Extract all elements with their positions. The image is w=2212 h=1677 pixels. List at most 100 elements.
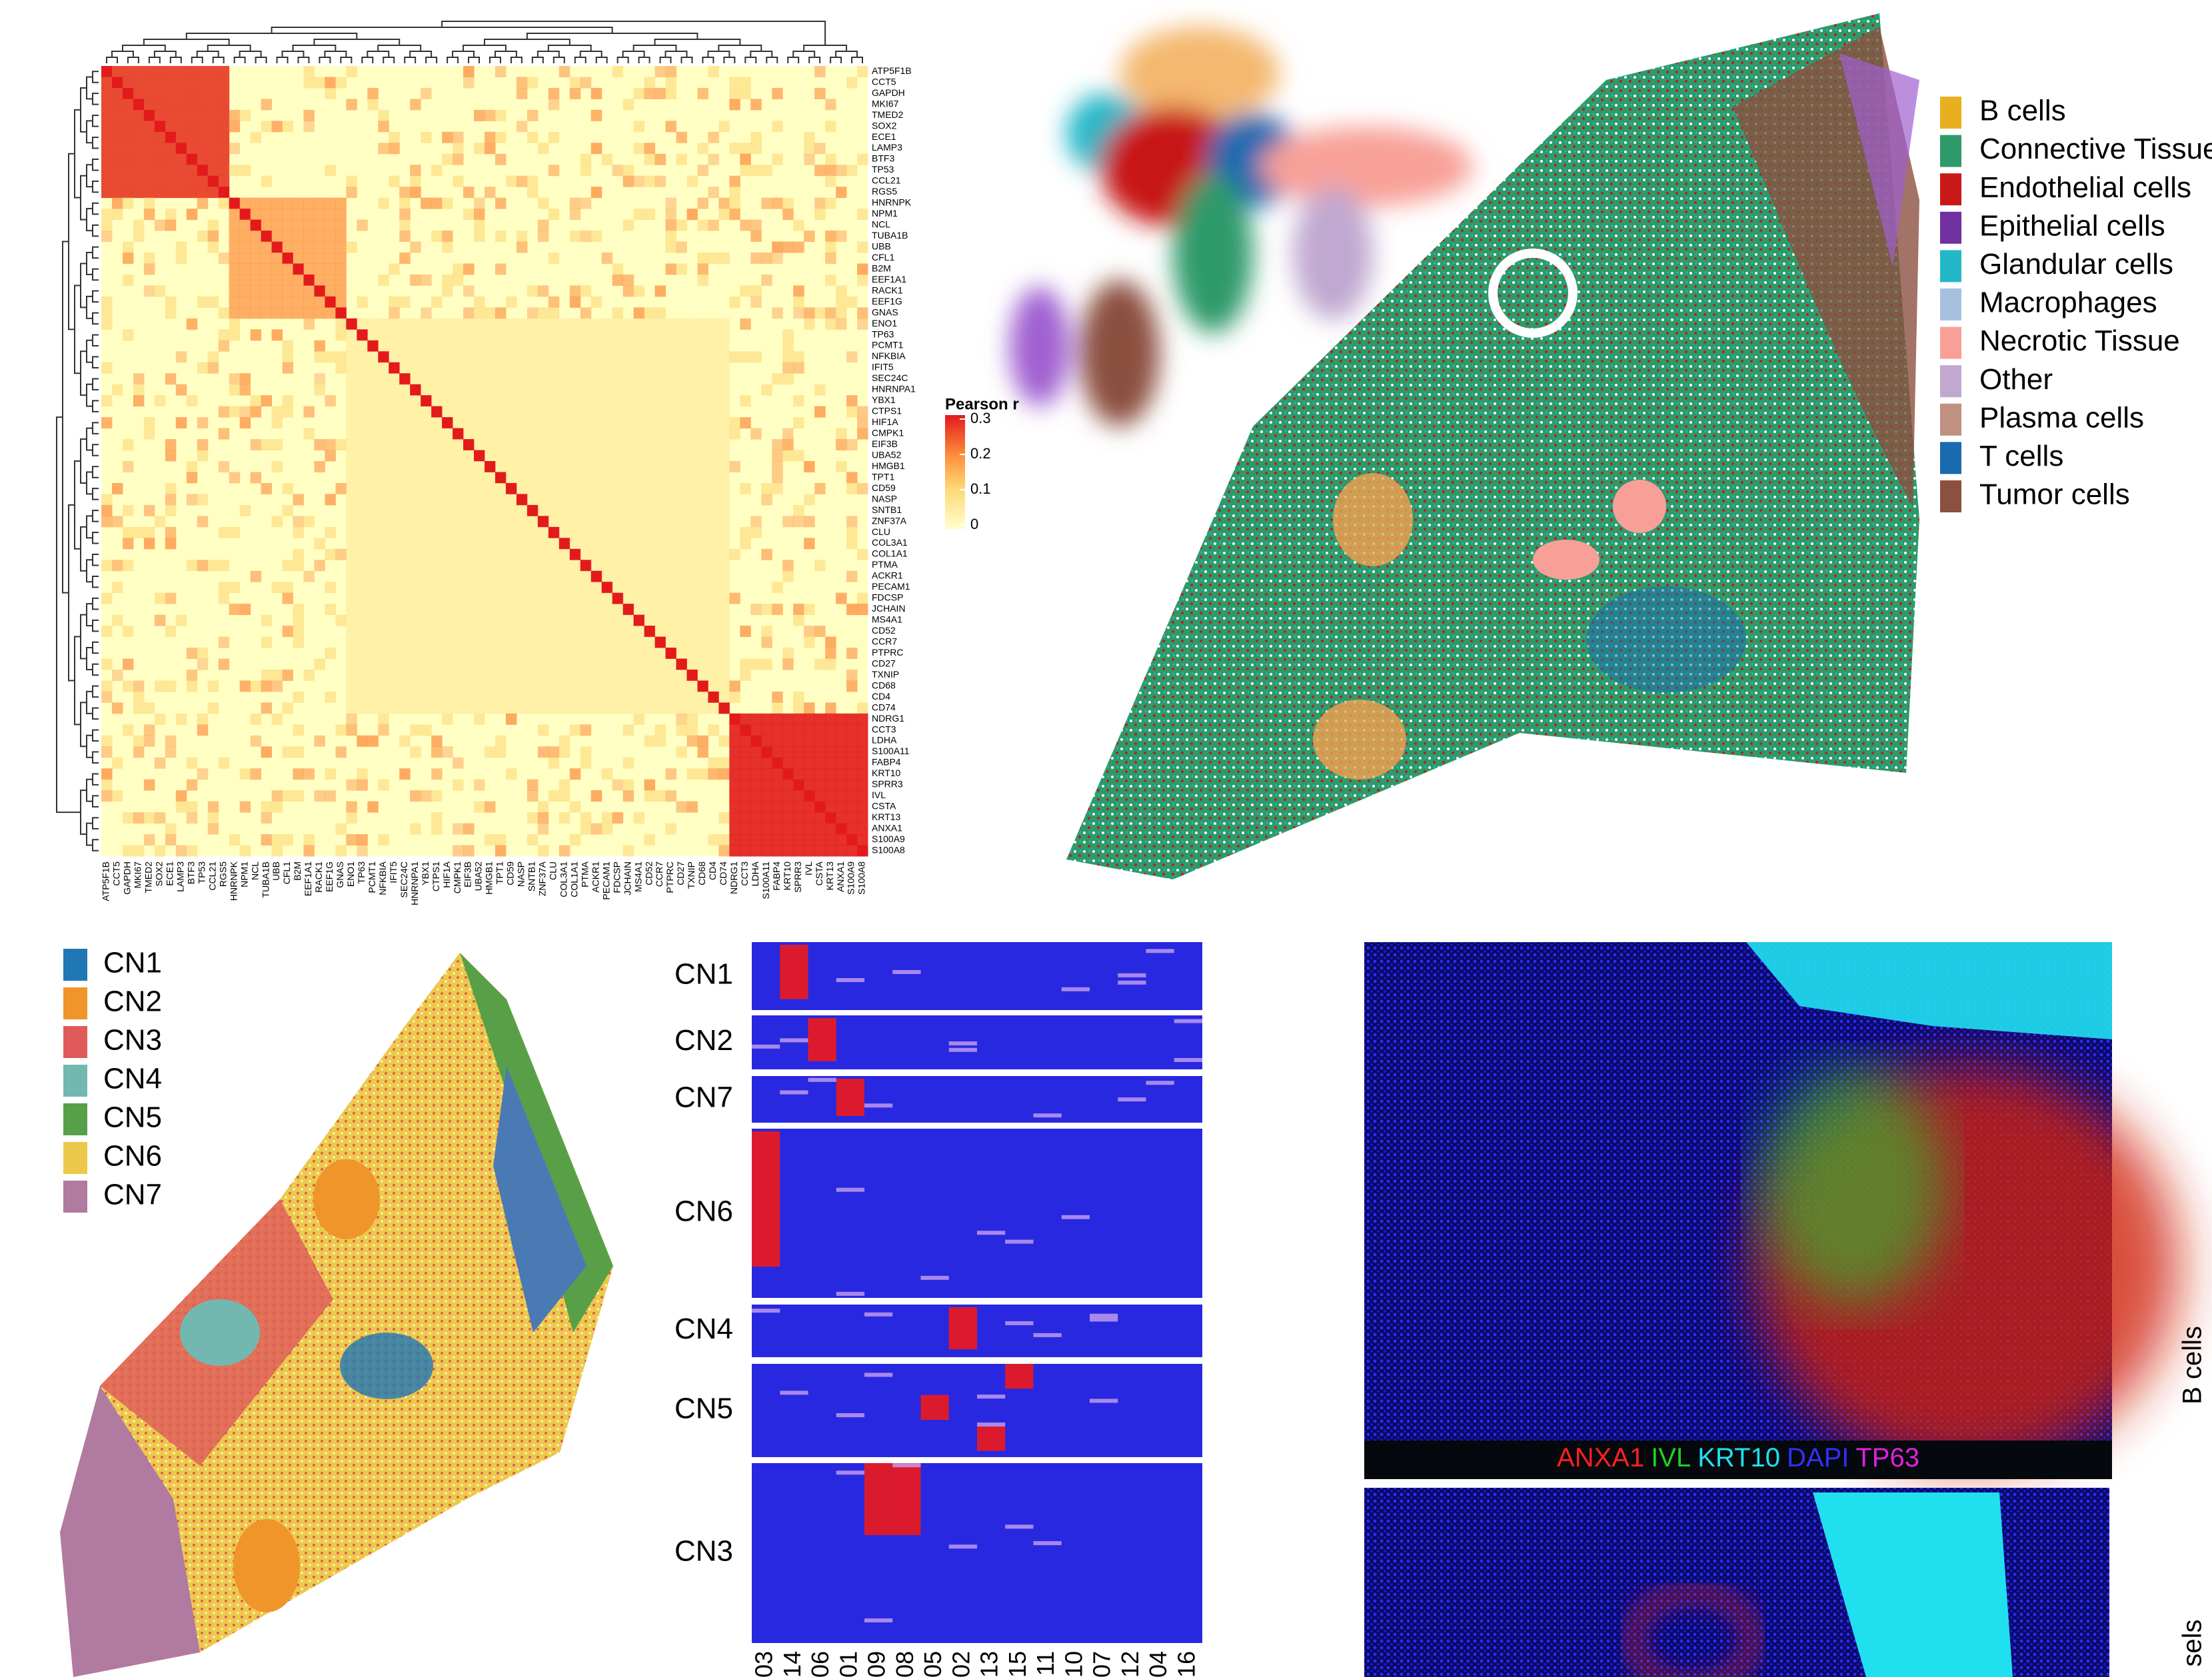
cn-hot [949, 1307, 977, 1349]
heatmap-cell [133, 373, 144, 384]
heatmap-cell [517, 231, 527, 242]
heatmap-cell [112, 121, 123, 132]
heatmap-cell [261, 812, 272, 824]
heatmap-cell [761, 275, 772, 286]
heatmap-cell [314, 77, 325, 88]
heatmap-cell [559, 384, 570, 396]
heatmap-cell [506, 702, 517, 714]
heatmap-cell [517, 417, 527, 428]
heatmap-cell [825, 242, 836, 253]
heatmap-cell [814, 746, 825, 758]
heatmap-cell [718, 505, 729, 516]
heatmap-cell [389, 428, 399, 440]
heatmap-cell [857, 417, 868, 428]
row-label: PCMT1 [872, 340, 904, 350]
heatmap-cell [240, 165, 251, 176]
heatmap-cell [570, 439, 580, 450]
heatmap-cell [793, 780, 804, 791]
heatmap-cell [793, 834, 804, 845]
heatmap-cell [389, 351, 399, 362]
heatmap-cell [549, 527, 559, 538]
heatmap-cell [283, 626, 293, 637]
heatmap-cell [187, 802, 197, 813]
column-label: ZNF37A [537, 861, 548, 896]
heatmap-cell [740, 812, 750, 824]
heatmap-cell [825, 121, 836, 132]
heatmap-cell [857, 428, 868, 440]
heatmap-cell [346, 395, 357, 406]
legend-swatch [1940, 173, 1961, 205]
heatmap-cell [283, 351, 293, 362]
dendrogram-top [469, 57, 479, 63]
heatmap-cell [570, 637, 580, 648]
row-label: CFL1 [872, 252, 894, 263]
heatmap-cell [410, 362, 421, 374]
heatmap-cell [697, 417, 708, 428]
heatmap-cell [506, 615, 517, 626]
heatmap-cell [623, 329, 634, 340]
heatmap-cell [314, 790, 325, 802]
heatmap-cell [634, 307, 644, 318]
heatmap-cell [846, 670, 857, 681]
heatmap-cell [686, 604, 697, 615]
heatmap-cell [410, 790, 421, 802]
heatmap-cell [623, 670, 634, 681]
heatmap-cell [718, 472, 729, 483]
heatmap-cell [272, 253, 283, 264]
heatmap-cell [378, 637, 389, 648]
heatmap-cell [655, 494, 666, 505]
heatmap-cell [612, 648, 623, 659]
row-label: HMGB1 [872, 460, 905, 471]
heatmap-cell [474, 428, 485, 440]
legend-label: B cells [1979, 95, 2066, 127]
column-label: SOX2 [154, 861, 165, 887]
heatmap-cell [836, 165, 846, 176]
cn-faint [892, 970, 920, 974]
heatmap-cell [325, 209, 335, 220]
heatmap-cell [782, 824, 793, 835]
heatmap-cell [431, 538, 442, 549]
cn-faint [1174, 1058, 1202, 1062]
heatmap-cell [101, 296, 112, 308]
row-label: TPT1 [872, 471, 894, 482]
heatmap-cell [293, 527, 304, 538]
row-label: CD59 [872, 482, 896, 493]
heatmap-cell [814, 724, 825, 736]
heatmap-cell [612, 780, 623, 791]
heatmap-cell [378, 560, 389, 571]
heatmap-cell [410, 604, 421, 615]
heatmap-cell [644, 307, 655, 318]
heatmap-cell [155, 132, 165, 143]
heatmap-cell [378, 450, 389, 462]
heatmap-cell [474, 626, 485, 637]
legend-swatch [63, 1026, 87, 1058]
heatmap-cell [346, 340, 357, 352]
heatmap-cell [772, 758, 782, 769]
heatmap-cell [761, 746, 772, 758]
heatmap-cell [346, 714, 357, 725]
heatmap-cell [740, 395, 750, 406]
heatmap-cell [666, 428, 676, 440]
heatmap-cell [686, 560, 697, 571]
column-label: HMGB1 [484, 861, 495, 895]
heatmap-cell [740, 220, 750, 231]
heatmap-cell [357, 461, 367, 472]
cn-faint [1146, 949, 1174, 953]
heatmap-cell [549, 384, 559, 396]
heatmap-cell [495, 318, 506, 330]
heatmap-cell [612, 307, 623, 318]
heatmap-cell [612, 450, 623, 462]
heatmap-cell [367, 549, 378, 560]
heatmap-cell [527, 77, 538, 88]
heatmap-cell [697, 538, 708, 549]
heatmap-cell [708, 187, 718, 198]
heatmap-cell [580, 615, 591, 626]
heatmap-cell [144, 165, 155, 176]
heatmap-cell [314, 264, 325, 275]
heatmap-cell [506, 582, 517, 593]
legend-label: Plasma cells [1979, 401, 2144, 434]
heatmap-cell [421, 318, 431, 330]
heatmap-cell [634, 450, 644, 462]
heatmap-cell [676, 659, 687, 670]
heatmap-cell [602, 505, 612, 516]
